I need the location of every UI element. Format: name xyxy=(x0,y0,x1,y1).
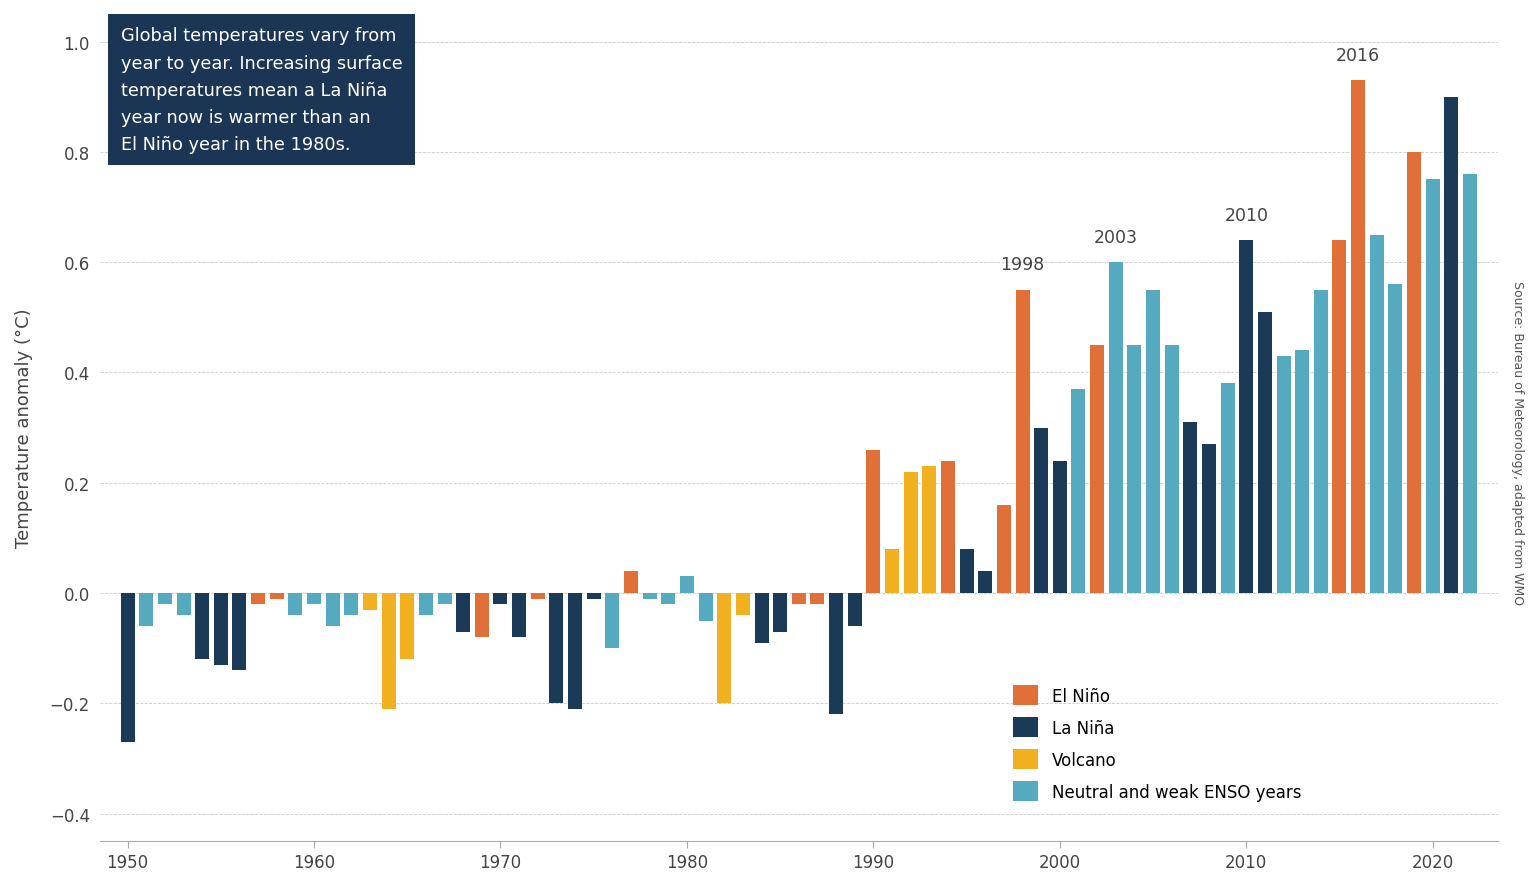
Bar xyxy=(978,571,992,594)
Bar xyxy=(344,594,358,616)
Bar xyxy=(511,594,527,637)
Bar xyxy=(289,594,303,616)
Bar xyxy=(419,594,433,616)
Bar xyxy=(307,594,321,604)
Bar xyxy=(401,594,415,659)
Bar xyxy=(997,505,1011,594)
Bar xyxy=(829,594,843,714)
Bar xyxy=(903,472,917,594)
Bar xyxy=(1183,423,1198,594)
Bar xyxy=(605,594,619,649)
Bar xyxy=(699,594,713,621)
Bar xyxy=(1091,346,1104,594)
Bar xyxy=(1407,152,1421,594)
Bar xyxy=(773,594,786,632)
Legend: El Niño, La Niña, Volcano, Neutral and weak ENSO years: El Niño, La Niña, Volcano, Neutral and w… xyxy=(1006,679,1307,808)
Bar xyxy=(587,594,601,599)
Bar xyxy=(736,594,750,616)
Text: 1998: 1998 xyxy=(1000,256,1044,274)
Bar xyxy=(475,594,488,637)
Bar xyxy=(1109,263,1123,594)
Bar xyxy=(1164,346,1178,594)
Bar xyxy=(531,594,545,599)
Bar xyxy=(680,577,694,594)
Bar xyxy=(1389,285,1402,594)
Bar xyxy=(1258,313,1272,594)
Bar xyxy=(1333,241,1347,594)
Bar xyxy=(550,594,564,703)
Bar xyxy=(568,594,582,709)
Bar xyxy=(1052,462,1068,594)
Bar xyxy=(960,549,974,594)
Bar xyxy=(885,549,899,594)
Bar xyxy=(1146,291,1160,594)
Bar xyxy=(362,594,376,610)
Bar xyxy=(1203,445,1217,594)
Bar xyxy=(754,594,768,643)
Bar xyxy=(717,594,731,703)
Bar xyxy=(250,594,266,604)
Bar xyxy=(438,594,452,604)
Bar xyxy=(1221,384,1235,594)
Bar xyxy=(866,450,880,594)
Bar xyxy=(121,594,135,742)
Bar xyxy=(493,594,507,604)
Bar xyxy=(942,462,955,594)
Bar xyxy=(195,594,209,659)
Bar xyxy=(1370,236,1384,594)
Bar xyxy=(791,594,806,604)
Bar xyxy=(326,594,339,626)
Bar xyxy=(848,594,862,626)
Text: 2016: 2016 xyxy=(1336,47,1381,65)
Bar xyxy=(214,594,227,665)
Bar xyxy=(1462,175,1478,594)
Bar xyxy=(1072,390,1086,594)
Y-axis label: Temperature anomaly (°C): Temperature anomaly (°C) xyxy=(15,308,32,548)
Bar xyxy=(140,594,154,626)
Bar xyxy=(1313,291,1327,594)
Bar xyxy=(1276,356,1290,594)
Bar xyxy=(1034,428,1048,594)
Bar xyxy=(158,594,172,604)
Text: Source: Bureau of Meteorology, adapted from WMO: Source: Bureau of Meteorology, adapted f… xyxy=(1511,281,1524,605)
Bar xyxy=(381,594,396,709)
Bar xyxy=(922,467,937,594)
Bar xyxy=(1444,97,1458,594)
Bar xyxy=(177,594,190,616)
Bar xyxy=(811,594,825,604)
Text: 2010: 2010 xyxy=(1224,206,1269,224)
Bar xyxy=(1295,351,1309,594)
Bar xyxy=(662,594,676,604)
Bar xyxy=(624,571,637,594)
Bar xyxy=(642,594,656,599)
Text: Global temperatures vary from
year to year. Increasing surface
temperatures mean: Global temperatures vary from year to ye… xyxy=(121,27,402,153)
Bar xyxy=(1240,241,1253,594)
Bar xyxy=(232,594,246,671)
Bar xyxy=(1352,82,1366,594)
Bar xyxy=(456,594,470,632)
Bar xyxy=(1425,180,1439,594)
Bar xyxy=(270,594,284,599)
Text: 2003: 2003 xyxy=(1094,229,1138,246)
Bar xyxy=(1015,291,1029,594)
Bar xyxy=(1127,346,1141,594)
